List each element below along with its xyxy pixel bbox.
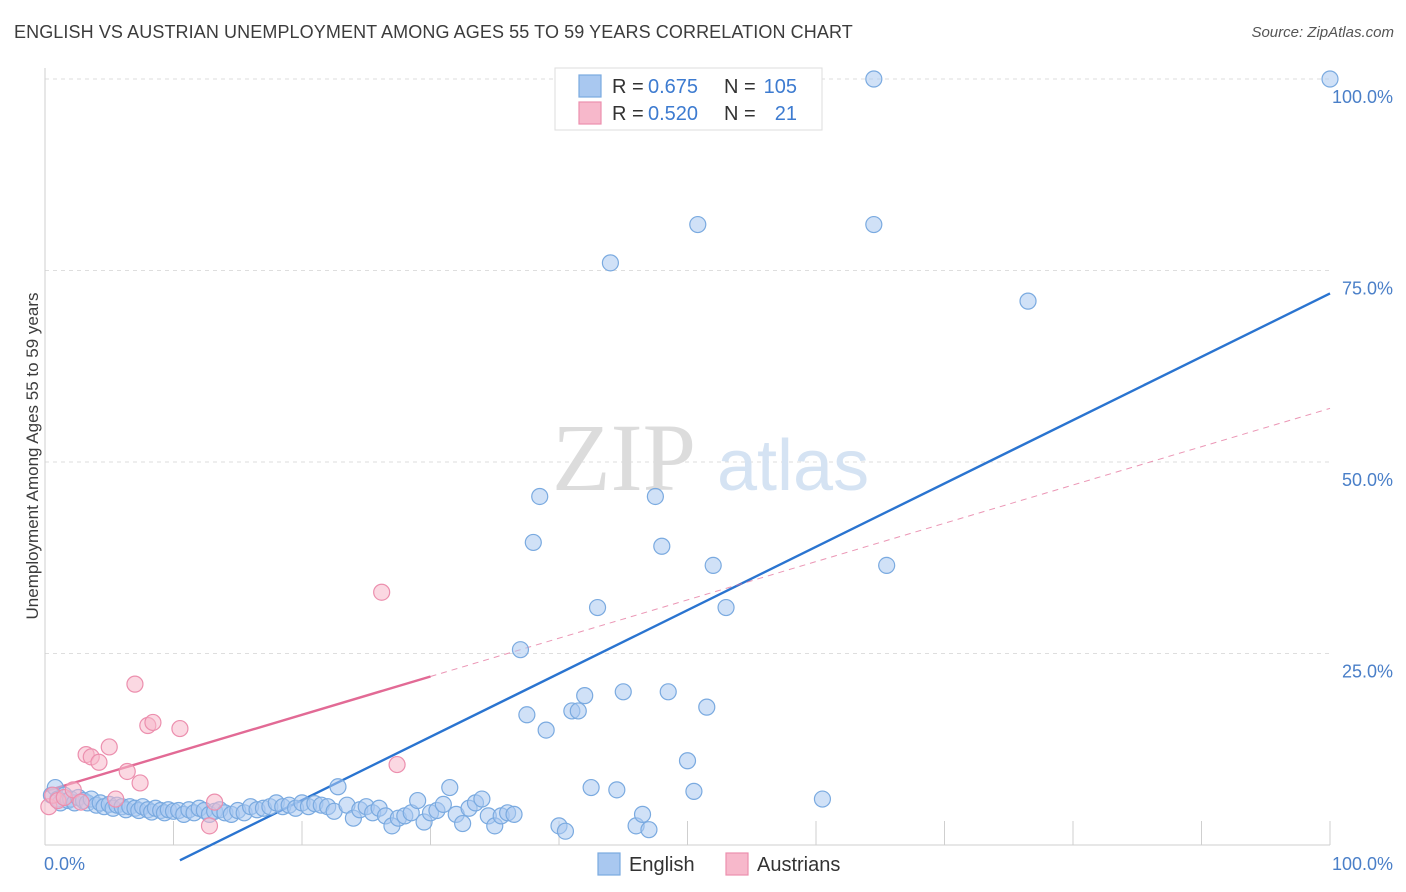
english-point: [698, 698, 716, 716]
english-point: [717, 598, 735, 617]
english-trend-line: [179, 292, 1331, 862]
austrians-point: [107, 790, 125, 808]
watermark-atlas: atlas: [717, 426, 869, 506]
austrians-point: [144, 713, 162, 732]
austrians-point: [206, 793, 224, 811]
english-point: [614, 683, 632, 701]
austrians-point: [72, 793, 90, 811]
austrians-point: [131, 774, 149, 792]
legend-swatch-austrians: [725, 852, 749, 876]
austrians-point: [126, 675, 144, 693]
x-tick-label: 0.0%: [44, 854, 85, 874]
austrians-trend-extension: [430, 407, 1331, 677]
english-point: [659, 683, 677, 701]
english-point: [813, 790, 832, 808]
english-point: [537, 721, 555, 739]
english-point: [434, 795, 452, 814]
english-point: [588, 598, 607, 617]
axes: [44, 68, 1330, 846]
english-point: [865, 215, 883, 234]
x-tick-label: 100.0%: [1332, 854, 1393, 874]
english-point: [608, 781, 626, 799]
english-point: [441, 778, 459, 797]
series-legend: English Austrians: [597, 852, 840, 876]
stats-legend-swatch-austrians: [578, 101, 602, 125]
english-point: [704, 556, 722, 575]
austrians-trend-line: [44, 675, 431, 793]
austrians-point: [118, 762, 136, 781]
y-tick-label: 25.0%: [1342, 662, 1393, 682]
stats-n-label-austrians: N =: [724, 103, 756, 125]
english-point: [454, 814, 472, 833]
english-point: [524, 533, 542, 552]
source-label: Source: ZipAtlas.com: [1251, 24, 1394, 41]
data-points: [40, 70, 1339, 840]
english-point: [531, 487, 549, 506]
english-point: [685, 782, 703, 800]
stats-r-value-austrians: 0.520: [648, 103, 698, 125]
english-point: [556, 822, 575, 840]
stats-r-label-english: R =: [612, 76, 644, 98]
english-point: [640, 821, 658, 839]
english-point: [511, 641, 530, 659]
english-point: [1321, 70, 1339, 88]
english-point: [689, 215, 707, 234]
english-point: [582, 778, 600, 797]
english-point: [878, 556, 896, 575]
english-point: [505, 805, 523, 823]
legend-swatch-english: [597, 852, 621, 876]
austrians-point: [171, 719, 189, 738]
watermark-zip: ZIP: [552, 404, 696, 511]
english-point: [633, 805, 652, 823]
english-point: [409, 791, 427, 810]
english-point: [601, 254, 620, 272]
english-point: [678, 752, 697, 770]
chart-title: ENGLISH VS AUSTRIAN UNEMPLOYMENT AMONG A…: [14, 22, 853, 42]
austrians-point: [100, 738, 118, 756]
stats-legend-swatch-english: [578, 74, 602, 98]
y-axis-label: Unemployment Among Ages 55 to 59 years: [23, 293, 42, 620]
english-point: [473, 790, 491, 808]
english-point: [646, 487, 664, 506]
english-point: [518, 706, 536, 724]
tick-labels: 25.0% 50.0% 75.0% 100.0% 0.0% 100.0%: [44, 87, 1393, 874]
english-point: [569, 702, 587, 720]
stats-r-label-austrians: R =: [612, 103, 644, 125]
english-point: [576, 687, 594, 705]
english-point: [865, 70, 883, 88]
y-tick-label: 50.0%: [1342, 470, 1393, 490]
y-tick-label: 100.0%: [1332, 87, 1393, 107]
austrians-point: [90, 753, 108, 771]
stats-n-label-english: N =: [724, 76, 756, 98]
austrians-point: [64, 781, 82, 799]
english-point: [1019, 292, 1037, 310]
stats-r-value-english: 0.675: [648, 76, 698, 98]
trend-lines: [44, 292, 1331, 862]
austrians-point: [388, 755, 406, 774]
stats-legend: R = 0.675 N = 105 R = 0.520 N = 21: [554, 67, 823, 131]
austrians-point: [373, 583, 391, 601]
austrians-point: [200, 817, 219, 835]
legend-label-english: English: [629, 854, 695, 876]
legend-label-austrians: Austrians: [757, 854, 840, 876]
english-point: [329, 778, 347, 796]
stats-n-value-english: 105: [764, 76, 797, 98]
watermark: ZIP atlas: [552, 404, 869, 511]
english-point: [653, 537, 671, 555]
y-tick-label: 75.0%: [1342, 279, 1393, 299]
stats-n-value-austrians: 21: [775, 103, 797, 125]
